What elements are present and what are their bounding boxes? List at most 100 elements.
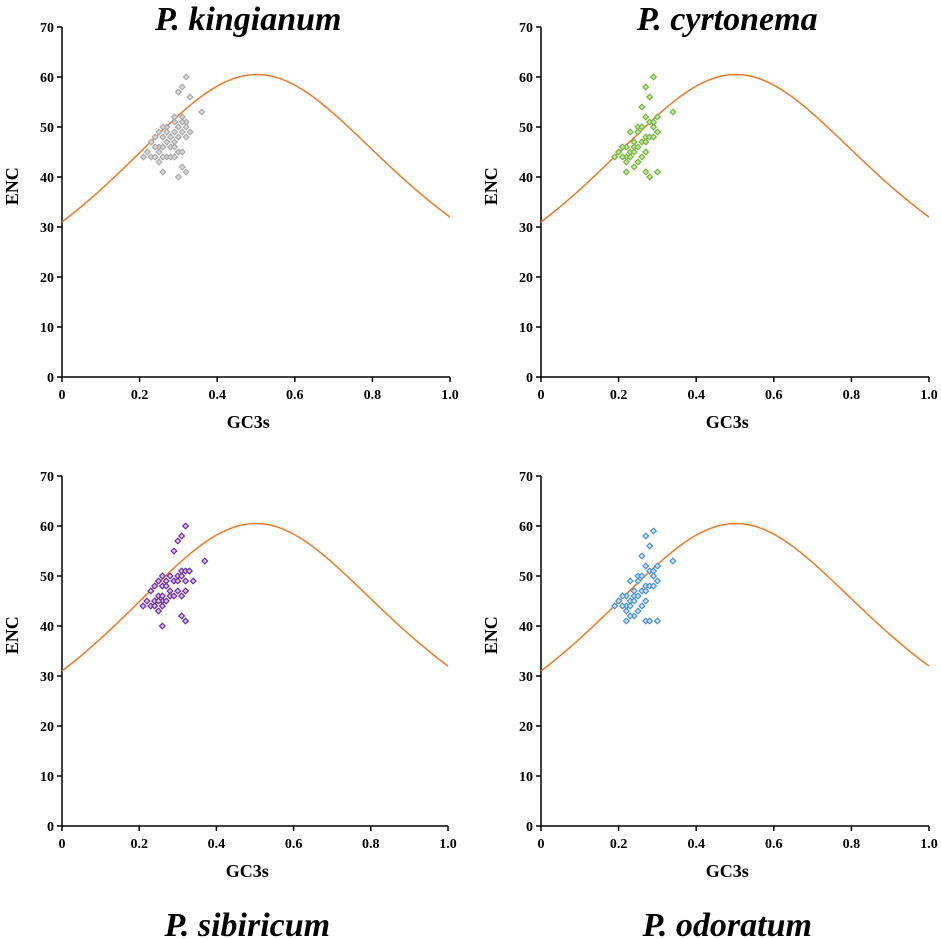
x-tick-label: 0.6 (286, 388, 304, 403)
data-point (143, 148, 152, 156)
data-point (626, 602, 634, 610)
data-point (178, 612, 186, 620)
data-point (143, 597, 151, 605)
expected-enc-curve (61, 522, 449, 672)
data-point (642, 597, 650, 605)
data-point (178, 592, 186, 600)
data-point (642, 587, 650, 595)
data-point (159, 143, 167, 151)
x-tick-label: 0.4 (208, 388, 226, 403)
data-point (186, 93, 194, 101)
data-point (155, 148, 163, 156)
data-point (182, 73, 190, 81)
x-tick-label: 0 (59, 388, 66, 403)
x-tick-label: 0.6 (765, 837, 783, 852)
y-tick-label: 10 (40, 321, 54, 336)
data-point (178, 118, 186, 126)
data-point (622, 617, 631, 625)
x-tick-label: 1.0 (920, 837, 938, 852)
data-point (174, 88, 183, 96)
data-point (611, 153, 619, 161)
data-point (649, 123, 658, 131)
x-axis-label: GC3s (226, 861, 269, 881)
y-tick-label: 10 (519, 770, 533, 785)
data-point (163, 138, 171, 146)
data-point (186, 128, 194, 136)
data-point (185, 567, 194, 575)
y-tick-label: 30 (519, 221, 533, 236)
y-tick-label: 40 (40, 171, 54, 186)
data-point (653, 617, 662, 625)
data-point (642, 83, 650, 91)
data-point (669, 108, 677, 116)
data-point (645, 617, 654, 625)
data-point (139, 602, 147, 610)
y-tick-label: 40 (40, 620, 54, 635)
data-point (174, 577, 182, 585)
data-point (170, 592, 178, 600)
data-point (170, 143, 179, 151)
data-point (178, 532, 186, 540)
data-point (174, 587, 182, 595)
y-tick-label: 10 (40, 770, 54, 785)
y-tick-label: 20 (40, 720, 54, 735)
data-point (653, 128, 662, 136)
y-axis-label: ENC (481, 616, 501, 654)
data-point (181, 617, 190, 625)
data-point (638, 123, 646, 131)
data-point (614, 148, 623, 156)
x-tick-label: 0.2 (610, 388, 628, 403)
y-tick-label: 70 (40, 470, 54, 485)
y-tick-label: 30 (40, 670, 54, 685)
y-tick-label: 60 (519, 520, 533, 535)
data-point (622, 607, 631, 615)
x-axis-label: GC3s (706, 861, 749, 881)
data-point (638, 552, 646, 560)
data-point (150, 582, 159, 590)
y-axis-label: ENC (2, 167, 22, 205)
y-tick-label: 30 (519, 670, 533, 685)
data-point (638, 602, 646, 610)
data-point (649, 133, 658, 141)
chart-title: P. cyrtonema (636, 1, 818, 38)
x-tick-label: 0.4 (687, 837, 705, 852)
data-point (198, 108, 206, 116)
data-point (622, 168, 631, 176)
data-point (181, 587, 190, 595)
y-tick-label: 40 (519, 171, 533, 186)
data-point (649, 572, 658, 580)
data-point (618, 592, 627, 600)
data-point (630, 163, 638, 171)
data-point (151, 133, 159, 141)
data-point (158, 572, 167, 580)
data-point (147, 587, 155, 595)
x-tick-label: 0.2 (131, 388, 149, 403)
data-point (181, 522, 190, 530)
y-tick-label: 70 (519, 21, 533, 36)
data-point (170, 128, 179, 136)
data-point (170, 153, 179, 161)
y-tick-label: 20 (519, 720, 533, 735)
y-tick-label: 20 (519, 271, 533, 286)
data-point (174, 133, 183, 141)
data-point (630, 148, 638, 156)
data-point (611, 602, 619, 610)
data-point (158, 602, 167, 610)
data-point (150, 602, 159, 610)
data-point (645, 93, 654, 101)
data-point (170, 547, 178, 555)
y-tick-label: 50 (40, 121, 54, 136)
data-point (653, 113, 662, 121)
data-point (159, 168, 167, 176)
x-tick-label: 0.8 (843, 837, 861, 852)
x-tick-label: 0.8 (362, 837, 380, 852)
y-tick-label: 70 (519, 470, 533, 485)
data-point (166, 133, 175, 141)
data-point (182, 168, 190, 176)
data-point (170, 113, 179, 121)
expected-enc-curve (61, 73, 451, 223)
data-point (649, 527, 658, 535)
x-tick-label: 0 (538, 388, 545, 403)
x-tick-label: 1.0 (439, 837, 457, 852)
data-point (189, 577, 197, 585)
